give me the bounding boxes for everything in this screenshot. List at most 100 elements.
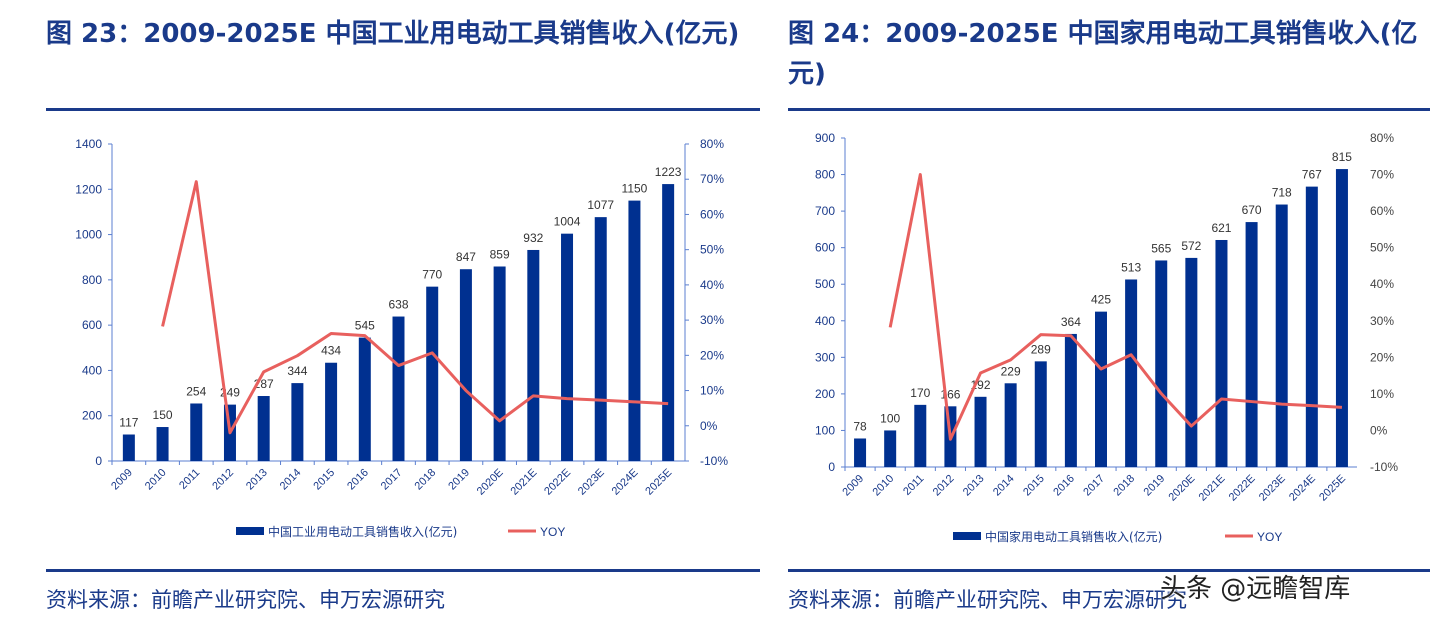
bar-label: 565 — [1151, 241, 1171, 255]
source-note: 资料来源：前瞻产业研究院、申万宏源研究 — [788, 588, 1187, 612]
x-tick-label: 2013 — [961, 473, 987, 499]
bar-label: 150 — [153, 408, 173, 422]
x-tick-label: 2009 — [840, 473, 866, 499]
x-tick-label: 2010 — [870, 473, 896, 499]
bar-label: 718 — [1272, 186, 1292, 200]
legend-bar-label: 中国工业用电动工具销售收入(亿元) — [268, 524, 457, 539]
y2-tick-label: 30% — [700, 313, 724, 327]
y-tick-label: 200 — [82, 409, 102, 423]
y2-tick-label: 70% — [700, 172, 724, 186]
bar-label: 170 — [910, 386, 930, 400]
divider — [788, 108, 1430, 111]
y-tick-label: 0 — [95, 454, 102, 468]
figure-title: 图 24：2009-2025E 中国家用电动工具销售收入(亿元) — [788, 19, 1418, 89]
bar — [392, 316, 405, 461]
bar — [257, 396, 270, 461]
x-tick-label: 2022E — [1227, 473, 1258, 504]
x-tick-label: 2017 — [1081, 473, 1107, 499]
divider — [46, 569, 760, 572]
bar-label: 770 — [422, 268, 442, 282]
bar-label: 545 — [355, 319, 375, 333]
y-tick-label: 400 — [82, 363, 102, 377]
x-tick-label: 2014 — [991, 473, 1017, 499]
y2-tick-label: 30% — [1370, 314, 1394, 328]
y2-tick-label: 0% — [1370, 423, 1388, 437]
bar-label: 1077 — [587, 198, 614, 212]
bar-label: 847 — [456, 250, 476, 264]
bar-label: 117 — [119, 416, 138, 430]
y2-tick-label: 50% — [1370, 241, 1394, 255]
y2-tick-label: -10% — [700, 454, 728, 468]
y-tick-label: 300 — [815, 350, 835, 364]
figure-title: 图 23：2009-2025E 中国工业用电动工具销售收入(亿元) — [46, 19, 740, 49]
bar — [1004, 383, 1017, 467]
y2-tick-label: 20% — [700, 348, 724, 362]
bar — [325, 362, 338, 461]
x-tick-label: 2012 — [931, 473, 957, 499]
bar-label: 100 — [880, 411, 900, 425]
bar — [1245, 222, 1258, 467]
y-tick-label: 600 — [82, 318, 102, 332]
y-tick-label: 1200 — [75, 182, 102, 196]
bar-label: 621 — [1211, 221, 1231, 235]
bar — [662, 184, 675, 461]
bar — [156, 427, 169, 461]
y-tick-label: 800 — [815, 168, 835, 182]
bar — [1064, 333, 1077, 467]
bar-label: 1223 — [655, 165, 682, 179]
y-tick-label: 500 — [815, 277, 835, 291]
y2-tick-label: 70% — [1370, 168, 1394, 182]
x-tick-label: 2025E — [1317, 473, 1348, 504]
legend-line-label: YOY — [1257, 530, 1282, 544]
bar-label: 78 — [853, 419, 867, 433]
bar — [493, 266, 506, 461]
source-note: 资料来源：前瞻产业研究院、申万宏源研究 — [46, 588, 445, 612]
legend-line-label: YOY — [540, 525, 565, 539]
bar-label: 767 — [1302, 168, 1322, 182]
bar-label: 289 — [1031, 342, 1051, 356]
bar — [358, 337, 371, 461]
y-tick-label: 800 — [82, 273, 102, 287]
y-tick-label: 0 — [828, 460, 835, 474]
y2-tick-label: 40% — [1370, 277, 1394, 291]
bar — [1275, 204, 1288, 467]
bar-label: 815 — [1332, 150, 1352, 164]
x-tick-label: 2018 — [1111, 473, 1137, 499]
bar — [1034, 361, 1047, 467]
bar — [974, 396, 987, 467]
bar — [122, 434, 135, 461]
legend-bar-swatch — [236, 527, 264, 535]
bar-label: 859 — [490, 247, 510, 261]
bar — [561, 233, 574, 461]
divider — [46, 108, 760, 111]
bar — [190, 403, 203, 461]
y2-tick-label: 10% — [700, 384, 724, 398]
bar — [1215, 239, 1228, 467]
bar — [459, 269, 472, 461]
watermark: 头条 @远瞻智库 — [1160, 574, 1351, 604]
legend-bar-swatch — [953, 532, 981, 540]
bar — [1185, 257, 1198, 467]
y2-tick-label: 80% — [1370, 131, 1394, 145]
y-tick-label: 400 — [815, 314, 835, 328]
bar-label: 434 — [321, 344, 341, 358]
x-tick-label: 2020E — [1166, 473, 1197, 504]
bar-label: 670 — [1242, 203, 1262, 217]
x-tick-label: 2016 — [1051, 473, 1077, 499]
bar-label: 1150 — [622, 182, 648, 196]
bar — [1095, 311, 1107, 467]
yoy-line — [888, 173, 1343, 441]
x-tick-label: 2024E — [1287, 473, 1318, 504]
bar-label: 932 — [523, 231, 543, 245]
yoy-line — [161, 180, 669, 435]
y2-tick-label: 50% — [700, 243, 724, 257]
bar-label: 254 — [186, 384, 206, 398]
bar-label: 229 — [1001, 364, 1021, 378]
x-tick-label: 2019 — [1142, 473, 1168, 499]
x-tick-label: 2021E — [1197, 473, 1228, 504]
bar — [914, 404, 927, 467]
bar-label: 1004 — [554, 215, 581, 229]
bar-label: 572 — [1181, 239, 1201, 253]
y-tick-label: 200 — [815, 387, 835, 401]
y2-tick-label: 40% — [700, 278, 724, 292]
